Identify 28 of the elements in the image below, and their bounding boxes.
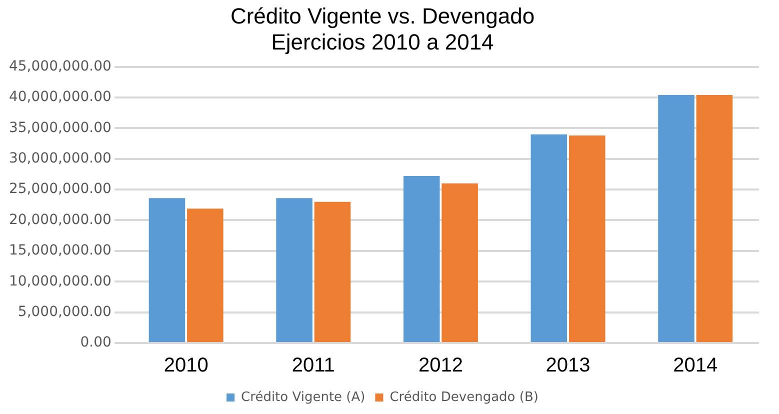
bar [148, 198, 186, 342]
bar [530, 134, 568, 342]
bar [442, 183, 478, 342]
y-tick-label: 45,000,000.00 [8, 58, 112, 74]
x-tick-label: 2013 [546, 354, 590, 377]
bar [403, 176, 440, 342]
x-tick-label: 2012 [418, 354, 463, 377]
bar [314, 202, 351, 342]
bar [568, 136, 606, 342]
y-tick-label: 40,000,000.00 [8, 89, 112, 106]
bar [696, 95, 733, 342]
legend-label: Crédito Devengado (B) [390, 390, 538, 405]
y-tick-label: 25,000,000.00 [8, 181, 112, 198]
x-tick-label: 2014 [673, 354, 718, 377]
y-tick-label: 20,000,000.00 [8, 212, 112, 228]
x-tick-label: 2010 [164, 354, 208, 377]
y-tick-label: 35,000,000.00 [8, 120, 112, 136]
y-tick-label: 5,000,000.00 [18, 304, 112, 320]
chart-title: Crédito Vigente vs. Devengado Ejercicios 2010 a 2014 [230, 3, 535, 55]
y-tick-label: 30,000,000.00 [8, 150, 112, 167]
bar [276, 198, 312, 342]
y-tick-label: 0.00 [80, 334, 112, 351]
bar [187, 208, 224, 342]
legend-label: Crédito Vigente (A) [241, 390, 366, 405]
y-tick-label: 10,000,000.00 [8, 273, 112, 290]
y-tick-label: 15,000,000.00 [8, 242, 112, 259]
bar [658, 95, 694, 342]
x-tick-label: 2011 [292, 354, 335, 377]
